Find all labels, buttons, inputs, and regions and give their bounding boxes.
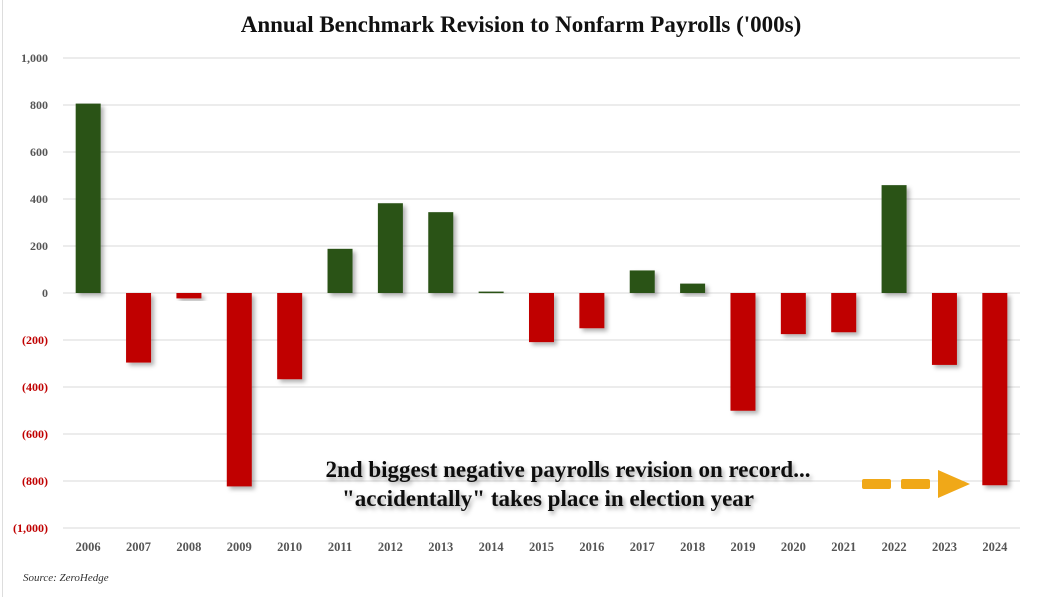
x-tick-label: 2023 xyxy=(932,540,957,554)
bar-2016 xyxy=(579,293,605,329)
x-tick-label: 2006 xyxy=(76,540,101,554)
x-tick-label: 2009 xyxy=(227,540,252,554)
bar-2015 xyxy=(529,293,554,343)
y-tick-label: (600) xyxy=(22,427,48,441)
annotation-line-1: 2nd biggest negative payrolls revision o… xyxy=(326,457,811,482)
x-tick-label: 2020 xyxy=(781,540,806,554)
bar-2022 xyxy=(881,185,907,293)
x-tick-label: 2007 xyxy=(126,540,151,554)
arrow-head xyxy=(938,470,970,498)
x-tick-label: 2013 xyxy=(428,540,453,554)
x-tick-label: 2016 xyxy=(579,540,604,554)
chart-title: Annual Benchmark Revision to Nonfarm Pay… xyxy=(240,12,802,37)
arrow-dash xyxy=(862,479,891,489)
y-tick-label: (800) xyxy=(22,474,48,488)
x-tick-label: 2021 xyxy=(831,540,856,554)
x-tick-label: 2024 xyxy=(982,540,1008,554)
arrow-dash xyxy=(901,479,930,489)
x-tick-label: 2017 xyxy=(630,540,655,554)
y-tick-label: 800 xyxy=(30,98,48,112)
bar-2020 xyxy=(780,293,806,335)
x-tick-label: 2022 xyxy=(882,540,907,554)
bar-2019 xyxy=(730,293,756,411)
y-tick-label: 0 xyxy=(42,286,48,300)
bar-2024 xyxy=(982,293,1008,486)
bar-2008 xyxy=(176,293,202,299)
x-tick-label: 2010 xyxy=(277,540,302,554)
bar-2007 xyxy=(126,293,152,363)
y-tick-label: 1,000 xyxy=(21,51,48,65)
bar-2014 xyxy=(478,291,504,294)
x-tick-label: 2008 xyxy=(176,540,201,554)
x-tick-label: 2011 xyxy=(328,540,352,554)
bar-2013 xyxy=(428,212,454,293)
annotation-line-2: "accidentally" takes place in election y… xyxy=(342,486,754,511)
bar-2012 xyxy=(377,203,403,293)
annotation-arrow xyxy=(862,470,970,498)
x-tick-label: 2014 xyxy=(479,540,505,554)
source-note: Source: ZeroHedge xyxy=(23,572,109,584)
bar-2023 xyxy=(931,293,957,365)
x-tick-label: 2012 xyxy=(378,540,403,554)
bar-2017 xyxy=(629,270,655,293)
y-tick-label: (200) xyxy=(22,333,48,347)
y-tick-label: (1,000) xyxy=(13,521,48,535)
y-tick-label: 600 xyxy=(30,145,48,159)
bar-2021 xyxy=(831,293,857,333)
bar-2018 xyxy=(680,283,706,293)
x-tick-label: 2019 xyxy=(730,540,755,554)
bar-2009 xyxy=(226,293,252,487)
x-tick-label: 2018 xyxy=(680,540,705,554)
bar-2011 xyxy=(327,248,353,293)
bar-2010 xyxy=(277,293,303,380)
y-tick-label: 200 xyxy=(30,239,48,253)
bar-2006 xyxy=(75,103,101,293)
y-tick-label: (400) xyxy=(22,380,48,394)
x-tick-label: 2015 xyxy=(529,540,554,554)
y-tick-label: 400 xyxy=(30,192,48,206)
